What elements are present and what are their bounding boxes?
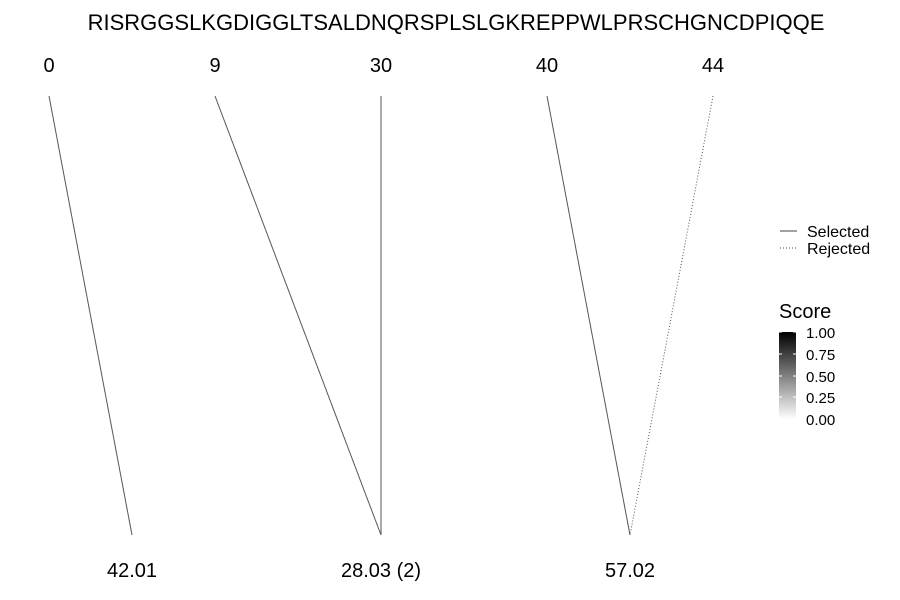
bottom-mass-labels: 42.01 28.03 (2) 57.02 <box>107 560 655 582</box>
top-position-label: 0 <box>43 55 54 77</box>
top-position-label: 44 <box>702 55 724 77</box>
selected-connector-line <box>546 95 631 536</box>
bottom-mass-label: 57.02 <box>605 560 655 582</box>
score-tick-label: 0.50 <box>806 369 835 386</box>
legend-label-selected: Selected <box>807 224 869 241</box>
top-position-label: 30 <box>370 55 392 77</box>
top-position-labels: 0 9 30 40 44 <box>43 55 724 77</box>
score-tick-label: 0.00 <box>806 412 835 429</box>
score-tick-label: 0.25 <box>806 390 835 407</box>
linetype-legend: Selected Rejected <box>780 224 870 258</box>
bottom-mass-label: 28.03 (2) <box>341 560 421 582</box>
peptide-sequence: RISRGGSLKGDIGGLTSALDNQRSPLSLGKREPPWLPRSC… <box>88 10 825 35</box>
rejected-connector-line <box>629 95 714 536</box>
top-position-label: 9 <box>209 55 220 77</box>
bottom-mass-label: 42.01 <box>107 560 157 582</box>
score-legend: Score 1.00 0.75 0.50 0.25 0.00 <box>779 301 835 429</box>
score-colorbar <box>779 332 796 419</box>
top-position-label: 40 <box>536 55 558 77</box>
score-tick-label: 1.00 <box>806 325 835 342</box>
score-legend-title: Score <box>779 301 831 323</box>
selected-connector-line <box>48 95 133 536</box>
connector-lines <box>48 95 714 536</box>
score-tick-label: 0.75 <box>806 347 835 364</box>
selected-connector-line <box>214 95 382 536</box>
legend-label-rejected: Rejected <box>807 241 870 258</box>
